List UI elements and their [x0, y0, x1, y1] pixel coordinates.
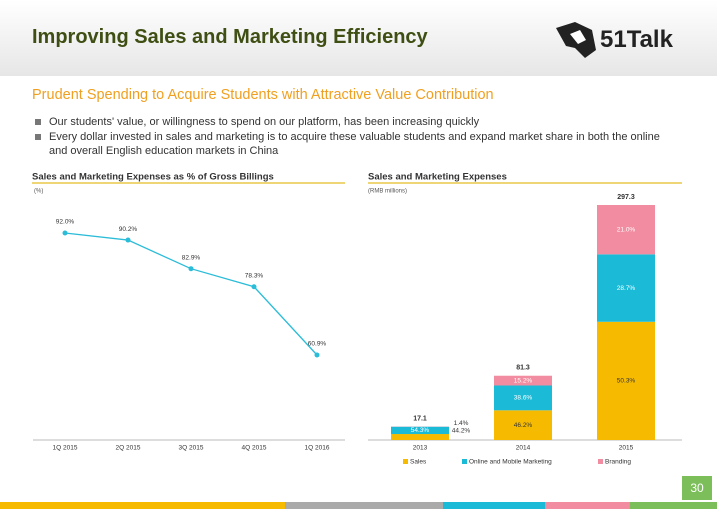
point	[251, 284, 257, 290]
x-tick-label: 3Q 2015	[179, 445, 204, 452]
bullet-text: Every dollar invested in sales and marke…	[49, 131, 660, 157]
legend-label: Sales	[410, 459, 427, 466]
point	[62, 230, 68, 236]
page-number: 30	[682, 476, 712, 500]
x-tick-label: 4Q 2015	[242, 445, 267, 452]
bullet-text: Our students' value, or willingness to s…	[49, 116, 480, 128]
logo-icon	[556, 22, 596, 58]
data-label: 60.9%	[308, 341, 327, 348]
stripe	[443, 502, 545, 509]
chart-title: Sales and Marketing Expenses	[368, 172, 507, 183]
bar-segment	[494, 385, 552, 411]
data-label: 54.3%	[411, 427, 430, 434]
bar-segment	[391, 434, 449, 440]
data-label: 21.0%	[617, 226, 636, 233]
data-label: 82.9%	[182, 254, 201, 261]
point	[125, 237, 131, 243]
stripe	[545, 502, 630, 509]
stripe	[630, 502, 717, 509]
stripe	[0, 502, 285, 509]
bar-segment	[494, 375, 552, 386]
line	[64, 232, 318, 356]
bullet-marker	[35, 134, 41, 140]
point	[314, 352, 320, 358]
total-label: 81.3	[516, 365, 530, 372]
bullet-marker	[35, 119, 41, 125]
x-tick-label: 1Q 2015	[53, 445, 78, 452]
legend-label: Online and Mobile Marketing	[469, 459, 552, 466]
bullet: Every dollar invested in sales and marke…	[35, 130, 675, 158]
bar-segment	[391, 426, 449, 435]
point	[188, 266, 194, 272]
data-label: 78.3%	[245, 272, 264, 279]
data-label: 1.4%	[454, 420, 469, 427]
data-label: 15.2%	[514, 377, 533, 384]
bar-segment	[597, 254, 655, 322]
legend-swatch	[598, 459, 603, 464]
bullet: Our students' value, or willingness to s…	[35, 115, 675, 129]
x-tick-label: 1Q 2016	[305, 445, 330, 452]
x-tick-label: 2Q 2015	[116, 445, 141, 452]
data-label: 90.2%	[119, 226, 138, 233]
legend-label: Branding	[605, 459, 631, 466]
legend-swatch	[462, 459, 467, 464]
data-label: 44.2%	[452, 428, 471, 435]
chart-unit: (%)	[34, 189, 43, 195]
chart-unit: (RMB millions)	[368, 189, 407, 195]
x-tick-label: 2013	[413, 445, 428, 452]
data-label: 38.6%	[514, 395, 533, 402]
data-label: 46.2%	[514, 422, 533, 429]
x-tick-label: 2015	[619, 445, 634, 452]
logo: 51Talk	[600, 26, 673, 53]
x-tick-label: 2014	[516, 445, 531, 452]
total-label: 297.3	[617, 194, 635, 201]
bar-segment	[597, 321, 655, 440]
stripe	[285, 502, 443, 509]
data-label: 50.3%	[617, 378, 636, 385]
data-label: 28.7%	[617, 285, 636, 292]
bar-segment	[597, 205, 655, 255]
chart-title: Sales and Marketing Expenses as % of Gro…	[32, 172, 274, 183]
total-label: 17.1	[413, 415, 427, 422]
subtitle: Prudent Spending to Acquire Students wit…	[32, 87, 494, 103]
data-label: 92.0%	[56, 219, 75, 226]
legend-swatch	[403, 459, 408, 464]
bar-segment	[494, 410, 552, 440]
header-band	[0, 0, 717, 76]
slide-title: Improving Sales and Marketing Efficiency	[32, 26, 428, 48]
